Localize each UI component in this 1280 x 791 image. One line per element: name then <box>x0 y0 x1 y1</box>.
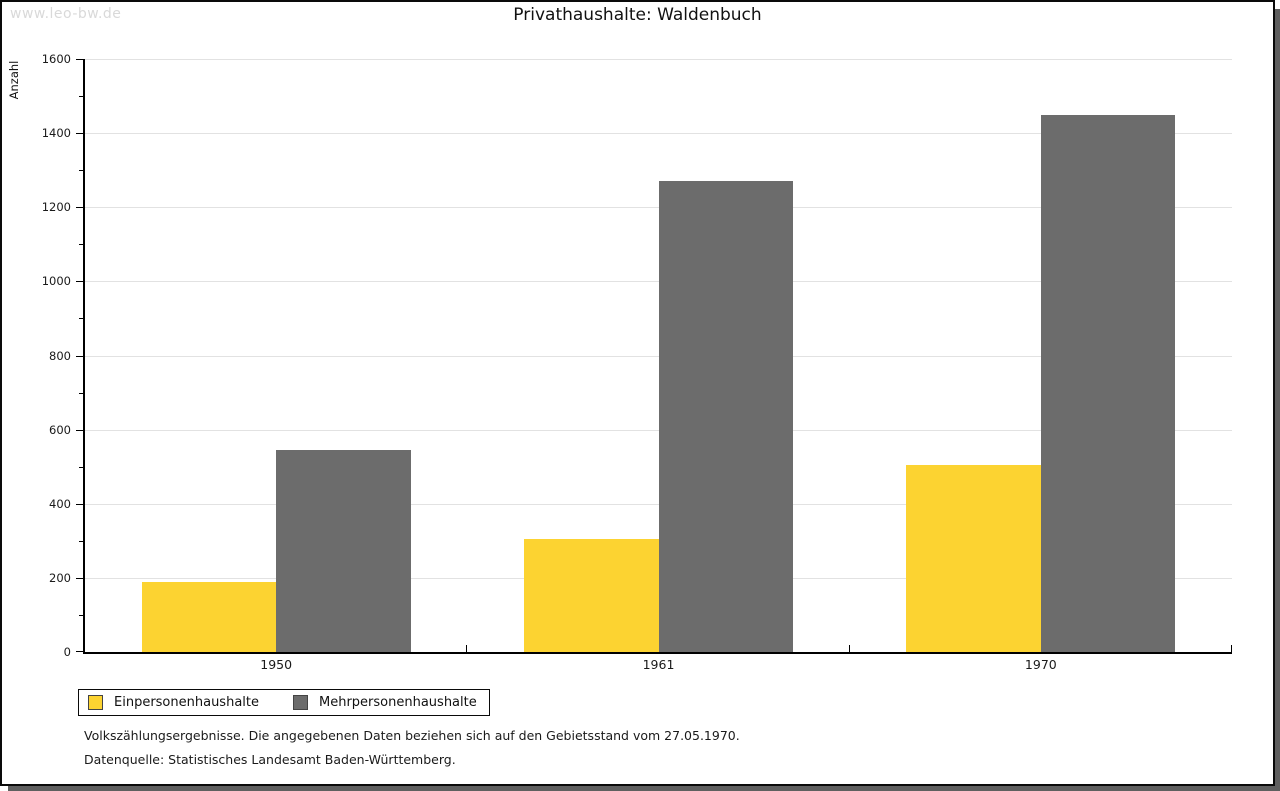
y-minor-tick-500 <box>79 466 84 468</box>
y-minor-tick-700 <box>79 392 84 394</box>
y-minor-tick-100 <box>79 614 84 616</box>
footnote-data-source: Datenquelle: Statistisches Landesamt Bad… <box>84 752 456 767</box>
chart-title: Privathaushalte: Waldenbuch <box>513 5 762 25</box>
x-boundary-tick-3 <box>1231 645 1232 652</box>
bar-einpersonenhaushalte-1950 <box>141 581 277 652</box>
bar-mehrpersonenhaushalte-1970 <box>1040 114 1176 652</box>
y-axis-label: Anzahl <box>7 60 21 100</box>
y-minor-tick-1100 <box>79 244 84 246</box>
y-tick-800 <box>76 355 84 357</box>
x-boundary-tick-2 <box>848 645 850 652</box>
plot-area: 0 200 400 600 800 1000 1200 1400 1600 1950 1961 197… <box>42 52 1232 672</box>
y-tick-1400 <box>76 133 84 135</box>
y-minor-tick-1300 <box>79 170 84 172</box>
y-tick-0 <box>76 651 84 652</box>
y-tick-label-1000: 1000 <box>41 274 71 289</box>
y-tick-1000 <box>76 281 84 283</box>
x-category-label-1950: 1950 <box>260 657 293 672</box>
y-tick-label-1200: 1200 <box>41 200 71 215</box>
gridline-y-1400 <box>85 133 1232 135</box>
y-tick-label-400: 400 <box>49 496 71 511</box>
y-tick-600 <box>76 429 84 431</box>
y-tick-1200 <box>76 207 84 209</box>
bar-mehrpersonenhaushalte-1950 <box>276 450 411 652</box>
footnote-census-note: Volkszählungsergebnisse. Die angegebenen… <box>84 728 740 743</box>
frame-shadow-right <box>1275 9 1280 786</box>
y-minor-tick-1500 <box>79 96 84 98</box>
legend-swatch-einpersonenhaushalte <box>88 695 103 710</box>
bar-einpersonenhaushalte-1961 <box>524 538 659 652</box>
y-minor-tick-300 <box>79 540 84 542</box>
legend-swatch-mehrpersonenhaushalte <box>293 695 308 710</box>
gridline-y-1600 <box>85 59 1232 60</box>
legend-item-mehrpersonenhaushalte: Mehrpersonenhaushalte <box>293 695 477 710</box>
watermark: www.leo-bw.de <box>10 6 122 22</box>
y-tick-label-600: 600 <box>49 422 71 437</box>
y-tick-200 <box>76 577 84 579</box>
x-category-label-1970: 1970 <box>1024 657 1057 672</box>
y-tick-label-1600: 1600 <box>41 52 71 66</box>
legend-item-einpersonenhaushalte: Einpersonenhaushalte <box>88 695 259 710</box>
x-category-label-1961: 1961 <box>642 657 675 672</box>
y-tick-label-200: 200 <box>49 570 71 585</box>
y-tick-400 <box>76 503 84 505</box>
bar-mehrpersonenhaushalte-1961 <box>658 181 793 652</box>
bar-einpersonenhaushalte-1970 <box>906 464 1041 652</box>
y-tick-label-800: 800 <box>49 348 71 363</box>
legend-label-mehrpersonenhaushalte: Mehrpersonenhaushalte <box>319 695 477 710</box>
y-tick-label-0: 0 <box>63 645 71 659</box>
y-tick-label-1400: 1400 <box>41 126 71 141</box>
x-boundary-tick-1 <box>466 645 468 652</box>
legend-label-einpersonenhaushalte: Einpersonenhaushalte <box>114 695 259 710</box>
y-minor-tick-900 <box>79 318 84 320</box>
legend: Einpersonenhaushalte Mehrpersonenhaushalt… <box>78 689 490 716</box>
y-tick-1600 <box>76 59 84 60</box>
frame-shadow-bottom <box>8 786 1280 791</box>
